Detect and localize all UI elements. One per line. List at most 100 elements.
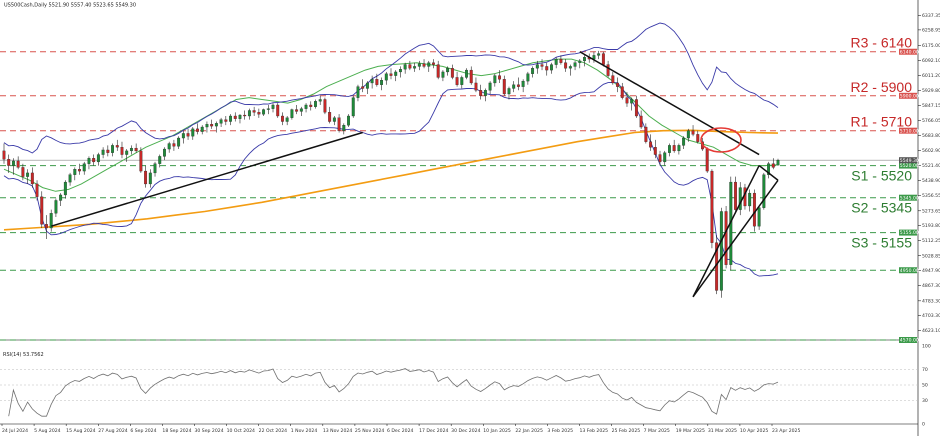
- time-tick-label: 27 Aug 2024: [98, 428, 128, 434]
- candle-body: [748, 192, 752, 207]
- price-tick-label: 4623.10: [922, 328, 940, 334]
- level-label: R3 - 6140: [851, 35, 913, 51]
- candle-body: [526, 73, 530, 82]
- candle-body: [49, 213, 53, 229]
- candle-body: [11, 160, 15, 166]
- candle-body: [625, 97, 629, 104]
- current-price-tag-text: 5549.30: [900, 158, 919, 164]
- candle-body: [96, 154, 100, 163]
- price-tick-label: 5847.15: [922, 103, 940, 109]
- candle-body: [498, 75, 501, 80]
- candle-body: [389, 73, 393, 76]
- time-tick-label: 10 Apr 2025: [740, 428, 768, 434]
- candle-body: [318, 99, 322, 102]
- time-tick-label: 22 Oct 2024: [259, 428, 287, 434]
- candle-body: [771, 163, 775, 168]
- highlight-ellipse: [700, 127, 742, 153]
- candle-body: [446, 68, 450, 73]
- candle-body: [7, 158, 11, 166]
- level-price-tag: [899, 229, 917, 236]
- candle-body: [342, 125, 346, 131]
- candle-body: [696, 134, 700, 142]
- level-price-tag: [899, 162, 917, 169]
- candle-body: [686, 130, 690, 139]
- candle-body: [148, 172, 152, 185]
- level-price-tag: [899, 48, 917, 55]
- time-tick-label: 30 Dec 2024: [451, 428, 480, 434]
- candle-body: [323, 99, 327, 113]
- candle-body: [200, 126, 204, 132]
- candle-body: [262, 109, 266, 115]
- candle-body: [507, 88, 511, 95]
- rsi-line: [8, 368, 779, 417]
- candle-body: [436, 64, 440, 78]
- candle-body: [573, 62, 577, 67]
- price-tick-label: 4867.30: [922, 283, 940, 289]
- candle-body: [191, 128, 195, 137]
- candle-body: [370, 79, 374, 84]
- time-tick-label: 13 Nov 2024: [323, 428, 352, 434]
- rsi-panel: RSI(14) 53.7562 100 70 50 30 0: [0, 344, 931, 428]
- price-tick-label: 6011.20: [922, 73, 940, 79]
- candle-body: [550, 64, 553, 71]
- candle-body: [337, 117, 341, 131]
- time-tick-label: 10 Jan 2025: [483, 428, 511, 434]
- level-price-tag-text: 5520.00: [900, 163, 919, 169]
- time-tick-label: 10 Oct 2024: [227, 428, 255, 434]
- time-tick-label: 25 Nov 2024: [355, 428, 384, 434]
- candle-body: [214, 123, 218, 127]
- time-tick-label: 13 Feb 2025: [580, 428, 609, 434]
- candle-body: [290, 109, 294, 118]
- candle-body: [125, 150, 129, 155]
- candle-body: [540, 64, 544, 67]
- price-tick-label: 5521.40: [922, 163, 940, 169]
- time-tick-label: 19 Mar 2025: [676, 428, 705, 434]
- candle-body: [2, 150, 6, 160]
- level-label: S1 - 5520: [851, 168, 912, 184]
- candle-body: [120, 147, 124, 155]
- candle-body: [493, 75, 497, 84]
- candle-body: [653, 147, 657, 155]
- candle-body: [314, 101, 317, 107]
- time-tick-label: 6 Dec 2024: [387, 428, 414, 434]
- candle-body: [408, 64, 412, 69]
- candle-body: [691, 130, 695, 135]
- candle-body: [413, 66, 417, 69]
- candle-body: [266, 108, 270, 110]
- price-tick-label: 5929.80: [922, 88, 940, 94]
- candle-body: [762, 174, 766, 208]
- trendline: [50, 131, 363, 227]
- candle-body: [224, 119, 228, 122]
- rsi-tick-label: 70: [922, 367, 928, 373]
- candles: [2, 50, 780, 298]
- time-tick-label: 30 Sep 2024: [195, 428, 224, 434]
- candle-body: [644, 126, 648, 142]
- candle-body: [394, 71, 398, 76]
- rsi-tick-label: 50: [922, 383, 928, 389]
- candle-body: [295, 109, 299, 112]
- candle-body: [752, 192, 756, 227]
- time-tick-label: 24 Jul 2024: [2, 428, 28, 434]
- candle-body: [639, 115, 643, 128]
- candle-body: [82, 163, 86, 172]
- trendline: [758, 164, 779, 181]
- time-axis: 24 Jul 2024 5 Aug 2024 15 Aug 2024 27 Aug 2…: [1, 424, 800, 434]
- candle-body: [705, 148, 709, 172]
- candle-body: [672, 145, 676, 152]
- candle-body: [101, 149, 105, 155]
- time-tick-label: 17 Dec 2024: [419, 428, 448, 434]
- candle-body: [545, 66, 549, 71]
- candle-body: [776, 160, 780, 166]
- level-price-tag-text: 5345.00: [900, 195, 919, 201]
- level-price-tag: [899, 337, 917, 343]
- candle-body: [554, 58, 558, 65]
- level-label: S3 - 5155: [851, 235, 912, 251]
- candle-body: [45, 224, 48, 229]
- candle-body: [304, 104, 308, 109]
- candle-body: [710, 170, 714, 243]
- candle-body: [422, 63, 426, 67]
- candle-body: [734, 181, 737, 210]
- price-tick-label: 6175.00: [922, 43, 940, 49]
- candle-body: [30, 172, 34, 185]
